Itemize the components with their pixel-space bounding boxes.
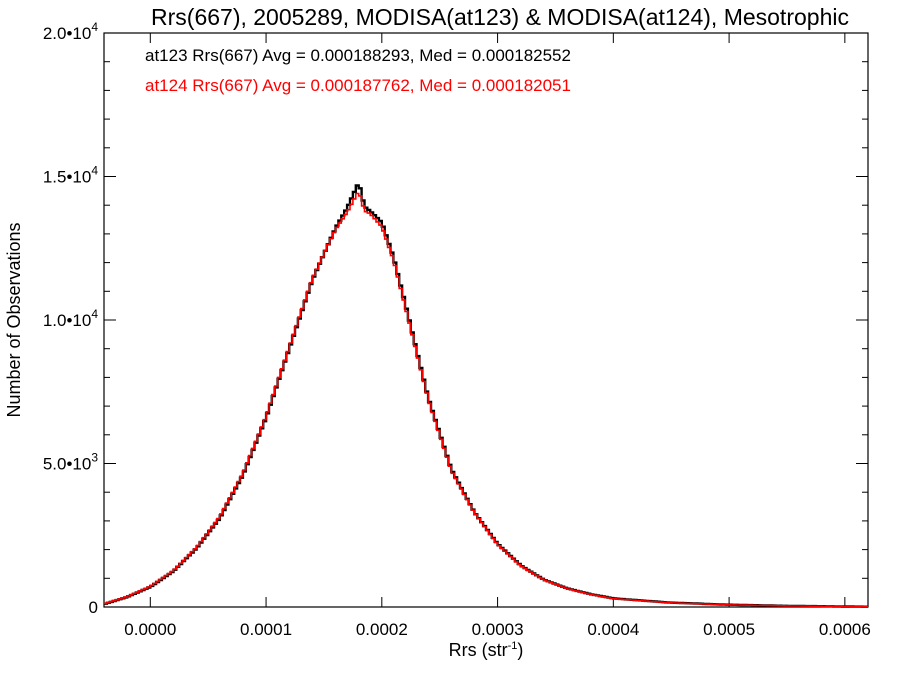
y-tick-label: 2.0•104: [43, 20, 99, 43]
y-tick-label: 1.0•104: [43, 307, 99, 330]
series-at123-stats: at123 Rrs(667) Avg = 0.000188293, Med = …: [145, 46, 571, 65]
y-axis: 0 5.0•103 1.0•104 1.5•104 2.0•104: [43, 20, 868, 617]
x-tick-label: 0.0005: [703, 620, 755, 639]
x-tick-label: 0.0006: [819, 620, 871, 639]
x-axis-label: Rrs (str-1): [449, 640, 524, 660]
x-tick-label: 0.0002: [356, 620, 408, 639]
chart-title: Rrs(667), 2005289, MODISA(at123) & MODIS…: [151, 4, 849, 30]
y-tick-label: 1.5•104: [43, 164, 99, 187]
series-at124-stats: at124 Rrs(667) Avg = 0.000187762, Med = …: [145, 76, 571, 95]
y-tick-label: 0: [89, 598, 98, 617]
series-at124-line: [104, 192, 868, 608]
x-tick-label: 0.0001: [240, 620, 292, 639]
x-axis: 0.0000 0.0001 0.0002 0.0003 0.0004 0.0005 0.00…: [124, 33, 871, 639]
x-tick-label: 0.0003: [472, 620, 524, 639]
series-layer: [104, 184, 868, 608]
x-tick-label: 0.0004: [587, 620, 639, 639]
x-tick-label: 0.0000: [124, 620, 176, 639]
y-tick-label: 5.0•103: [43, 451, 99, 474]
series-at123-line: [104, 184, 868, 608]
y-axis-label: Number of Observations: [4, 222, 24, 417]
